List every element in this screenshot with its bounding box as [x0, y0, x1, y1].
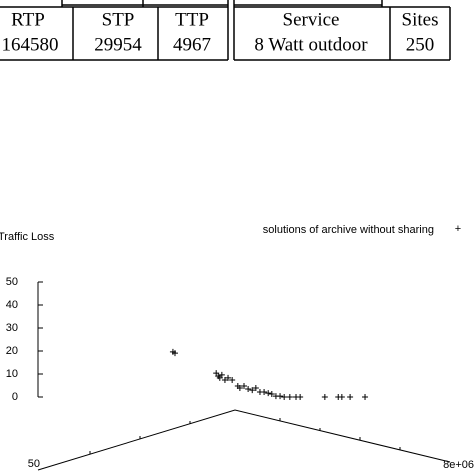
table-borders	[0, 0, 451, 61]
base-ticks	[89, 418, 401, 454]
y-tick-label: 30	[6, 322, 18, 334]
point	[268, 391, 275, 398]
point	[236, 385, 243, 392]
point	[297, 394, 304, 400]
y-tick-label: 50	[6, 276, 18, 288]
table-cell: 250	[406, 34, 435, 55]
table-cell: 8 Watt outdoor	[254, 34, 368, 55]
point	[252, 385, 259, 392]
point	[249, 387, 256, 394]
point	[277, 393, 284, 400]
y-tick-label: 10	[6, 368, 18, 380]
point	[321, 394, 328, 400]
point	[171, 350, 178, 357]
table-header: TTP	[175, 9, 209, 30]
table-cell: 4967	[173, 34, 211, 55]
table-cell: 164580	[2, 34, 59, 55]
table-cell: 29954	[94, 34, 142, 55]
point	[286, 394, 293, 400]
plot: Traffic Loss solutions of archive withou…	[0, 223, 474, 471]
axis-label: Traffic Loss	[0, 231, 55, 243]
legend-marker: +	[455, 223, 461, 235]
table-header: Sites	[402, 9, 439, 30]
point	[225, 374, 232, 381]
point	[362, 394, 369, 400]
point	[338, 394, 345, 400]
legend-label: solutions of archive without sharing	[263, 224, 434, 236]
table-header: STP	[102, 9, 135, 30]
table-header: RTP	[11, 9, 45, 30]
base-plane	[37, 409, 451, 471]
point	[229, 376, 236, 383]
point	[347, 394, 354, 400]
point	[221, 376, 228, 383]
point	[281, 394, 288, 400]
y-tick-label: 20	[6, 345, 18, 357]
depth-tick-label: 50	[28, 458, 40, 470]
point	[261, 388, 268, 395]
point	[218, 371, 225, 378]
point	[265, 390, 272, 397]
y-tick-label: 40	[6, 299, 18, 311]
point	[241, 382, 247, 389]
x-tick-label: 8e+06	[443, 459, 474, 471]
tables: RTP STP TTP 164580 29954 4967 Service Si…	[2, 9, 439, 55]
table-header: Service	[283, 9, 340, 30]
y-tick-label: 0	[12, 391, 18, 403]
point	[245, 385, 252, 392]
